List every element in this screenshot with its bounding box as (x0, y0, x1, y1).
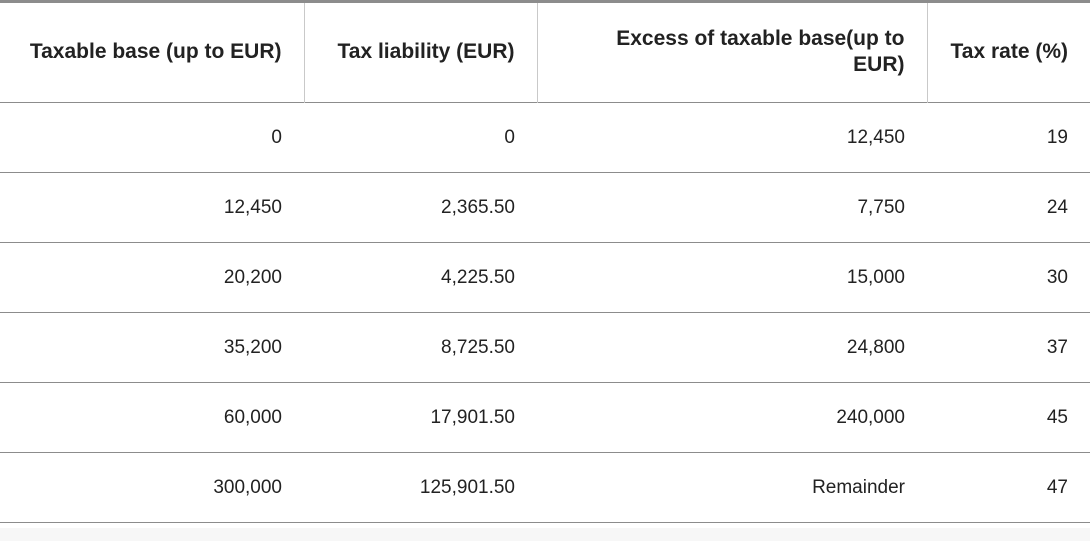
cell-taxable-base: 300,000 (213, 476, 282, 498)
cell-tax-rate: 37 (1046, 336, 1068, 358)
cell-excess-taxable-base: Remainder (812, 476, 905, 498)
cell-excess-taxable-base: 240,000 (836, 406, 905, 428)
cell-tax-rate: 45 (1046, 406, 1068, 428)
cell-tax-liability: 4,225.50 (441, 266, 515, 288)
cell-taxable-base: 20,200 (223, 266, 282, 288)
cell-tax-rate: 47 (1046, 476, 1068, 498)
cell-excess-taxable-base: 12,450 (846, 126, 905, 148)
table-row: 35,200 8,725.50 24,800 37 (0, 313, 1090, 383)
cell-tax-rate: 24 (1046, 196, 1068, 218)
cell-taxable-base: 60,000 (223, 406, 282, 428)
table-row: 0 0 12,450 19 (0, 103, 1090, 173)
cell-tax-liability: 0 (504, 126, 515, 148)
header-taxable-base: Taxable base (up to EUR) (0, 1, 305, 103)
header-tax-rate: Tax rate (%) (950, 39, 1068, 63)
table-row: 60,000 17,901.50 240,000 45 (0, 383, 1090, 453)
table-header: Taxable base (up to EUR) Tax liability (… (0, 1, 1090, 103)
table-row: 12,450 2,365.50 7,750 24 (0, 173, 1090, 243)
cell-tax-rate: 19 (1046, 126, 1068, 148)
cell-excess-taxable-base: 7,750 (857, 196, 905, 218)
table-row: 20,200 4,225.50 15,000 30 (0, 243, 1090, 313)
cell-taxable-base: 0 (271, 126, 282, 148)
cell-tax-liability: 125,901.50 (419, 476, 515, 498)
cell-tax-liability: 17,901.50 (430, 406, 515, 428)
cell-tax-liability: 2,365.50 (441, 196, 515, 218)
cell-taxable-base: 12,450 (223, 196, 282, 218)
table-body: 0 0 12,450 19 12,450 2,365.50 7,750 24 2… (0, 103, 1090, 523)
tax-rate-table: Taxable base (up to EUR) Tax liability (… (0, 1, 1090, 523)
cell-taxable-base: 35,200 (223, 336, 282, 358)
header-tax-liability: Tax liability (EUR) (304, 1, 538, 103)
table-row: 300,000 125,901.50 Remainder 47 (0, 453, 1090, 523)
header-excess-taxable-base: Excess of taxable base(up to EUR) (537, 1, 928, 103)
header-row: Taxable base (up to EUR) Tax liability (… (0, 1, 1090, 103)
cell-tax-rate: 30 (1046, 266, 1068, 288)
cell-excess-taxable-base: 15,000 (846, 266, 905, 288)
cell-tax-liability: 8,725.50 (441, 336, 515, 358)
tax-table-container: Taxable base (up to EUR) Tax liability (… (0, 1, 1090, 523)
cell-excess-taxable-base: 24,800 (846, 336, 905, 358)
